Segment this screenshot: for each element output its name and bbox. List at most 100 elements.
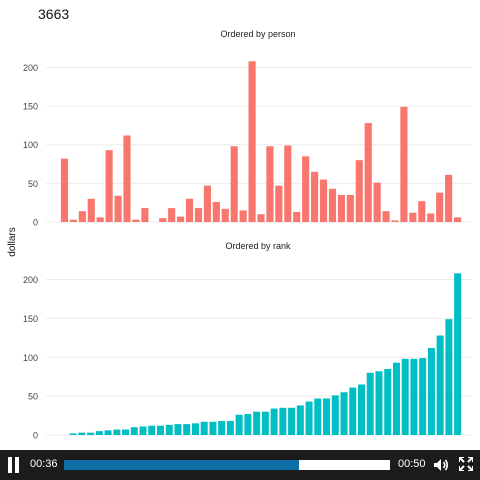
bar	[302, 156, 310, 222]
bar	[261, 411, 269, 435]
y-tick-label: 100	[23, 353, 38, 363]
y-tick-label: 0	[33, 431, 38, 441]
bar	[95, 431, 103, 435]
bar	[113, 429, 121, 435]
bar	[436, 192, 444, 222]
y-tick-label: 200	[23, 63, 38, 73]
bar	[104, 430, 112, 435]
bar	[157, 425, 164, 435]
bar	[139, 426, 147, 435]
bar	[305, 401, 313, 435]
bar	[270, 408, 278, 435]
bar	[288, 407, 296, 435]
bar	[96, 217, 104, 222]
bar	[69, 219, 77, 222]
bar	[235, 414, 243, 435]
bar	[60, 158, 69, 222]
bar	[373, 182, 381, 222]
bar	[427, 347, 435, 435]
bar	[375, 371, 383, 435]
bar	[148, 425, 156, 435]
bar	[132, 219, 140, 222]
y-tick-label: 200	[23, 275, 38, 285]
bar	[200, 421, 208, 435]
bar	[445, 174, 453, 222]
y-tick-label: 0	[33, 218, 38, 228]
bar	[165, 424, 173, 435]
bar	[382, 211, 390, 222]
bar	[319, 179, 328, 222]
bar	[221, 208, 229, 222]
y-tick-label: 50	[28, 179, 38, 189]
bar	[191, 423, 199, 435]
bar	[392, 362, 400, 435]
y-axis-label: dollars	[7, 227, 18, 256]
bar	[337, 194, 345, 222]
bar	[239, 210, 247, 222]
bar	[174, 424, 182, 435]
bar	[284, 145, 292, 222]
bar	[177, 216, 185, 222]
chart-area: Ordered by person 0 50 100 150 200 Ordered by …	[7, 29, 472, 441]
progress-fill	[64, 460, 299, 470]
bar	[275, 185, 283, 222]
volume-icon[interactable]	[433, 457, 449, 473]
bar	[418, 201, 426, 222]
bar	[427, 213, 435, 222]
bar	[311, 171, 319, 222]
bar	[218, 421, 226, 435]
bar	[209, 421, 217, 435]
bar	[114, 195, 122, 222]
bar	[331, 395, 339, 435]
bar	[323, 398, 331, 435]
bar	[358, 384, 365, 435]
bar	[340, 392, 348, 435]
bar	[349, 387, 357, 435]
bar	[346, 194, 354, 222]
bar	[409, 212, 417, 222]
bar	[436, 335, 444, 435]
bar	[355, 160, 363, 222]
duration-time: 00:50	[398, 458, 426, 470]
bar	[244, 414, 252, 435]
bar	[87, 432, 95, 435]
fullscreen-icon[interactable]	[459, 457, 473, 471]
bar	[364, 123, 372, 222]
bar	[279, 407, 287, 435]
bar	[203, 185, 211, 222]
video-player-controls: 00:36 00:50	[0, 450, 480, 480]
progress-bar[interactable]	[64, 460, 390, 470]
bar	[445, 319, 453, 435]
bar	[410, 358, 418, 435]
pause-icon[interactable]	[6, 457, 20, 473]
bar	[293, 211, 301, 222]
bar	[328, 188, 337, 222]
bar	[257, 214, 265, 222]
bar	[454, 273, 462, 435]
bar	[87, 198, 95, 222]
panel-title: Ordered by rank	[225, 241, 291, 251]
bar	[105, 150, 113, 222]
bar	[78, 211, 86, 222]
bar	[141, 208, 149, 222]
y-tick-label: 150	[23, 102, 38, 112]
bar	[123, 135, 131, 222]
bar	[168, 208, 176, 222]
panel-title: Ordered by person	[220, 29, 295, 39]
bar	[159, 218, 167, 222]
bar	[69, 433, 77, 435]
bar	[185, 198, 194, 222]
bar	[130, 427, 138, 435]
elapsed-time: 00:36	[30, 458, 58, 470]
bar	[248, 61, 256, 222]
bar	[230, 146, 238, 222]
bar	[400, 106, 408, 222]
bar	[266, 146, 274, 222]
bar	[183, 424, 191, 435]
y-tick-label: 50	[28, 392, 38, 402]
y-tick-label: 150	[23, 314, 38, 324]
bar	[401, 358, 409, 435]
bar	[384, 368, 392, 435]
y-tick-label: 100	[23, 140, 38, 150]
bar	[194, 208, 203, 222]
